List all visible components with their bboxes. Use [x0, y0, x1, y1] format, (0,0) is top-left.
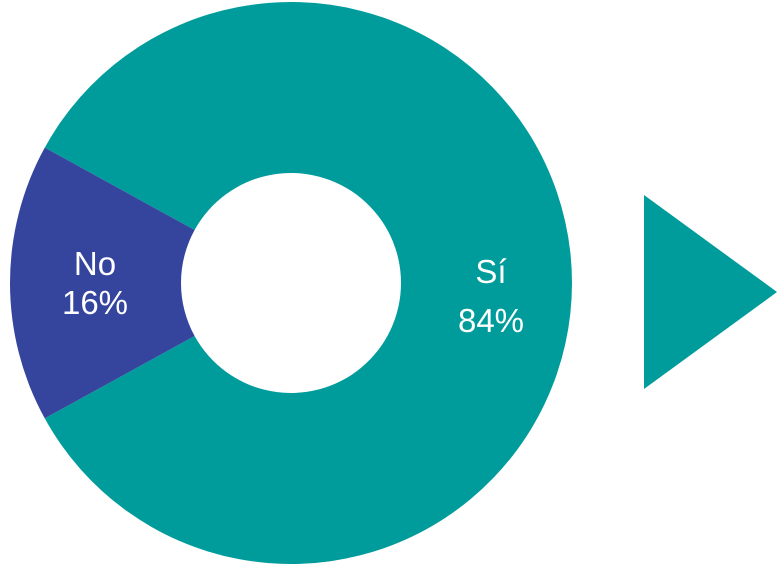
slice-label-no: No — [74, 245, 116, 282]
slice-no — [10, 147, 195, 419]
slice-value-si: 84% — [458, 302, 524, 339]
slice-label-si: Sí — [475, 253, 506, 290]
play-arrow-icon — [644, 195, 777, 389]
slice-value-no: 16% — [62, 284, 128, 321]
donut-slices — [10, 1, 572, 564]
slice-si — [44, 1, 572, 564]
